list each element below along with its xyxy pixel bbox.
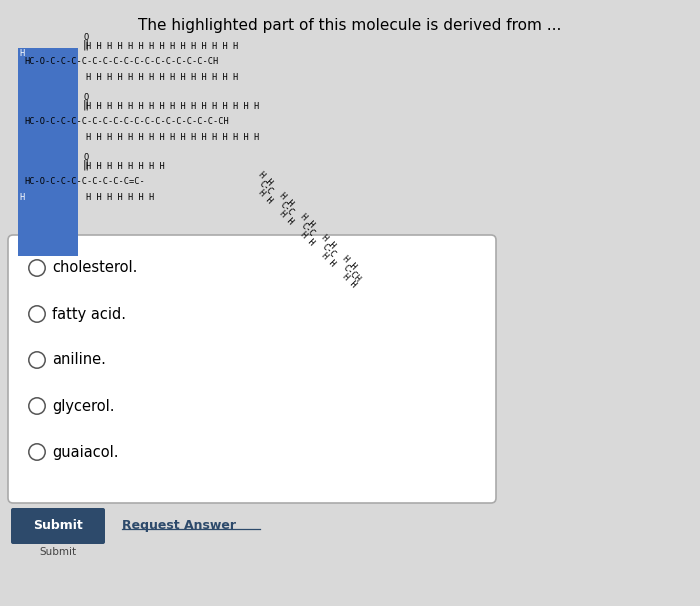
Text: HC-O-C-C-C-C-C-C-C-C-C-C-C-C-C-C-C-CH: HC-O-C-C-C-C-C-C-C-C-C-C-C-C-C-C-C-CH	[25, 58, 218, 67]
Text: H H: H H	[257, 170, 274, 187]
FancyBboxPatch shape	[11, 508, 105, 544]
Text: H H H H H H H H H H H H H H H H H: H H H H H H H H H H H H H H H H H	[86, 102, 259, 111]
Text: guaiacol.: guaiacol.	[52, 444, 118, 459]
FancyBboxPatch shape	[8, 235, 496, 503]
Text: H H: H H	[320, 251, 337, 268]
Text: C-C: C-C	[278, 200, 295, 218]
Text: H H H H H H H H: H H H H H H H H	[86, 162, 164, 171]
Text: Request Answer: Request Answer	[122, 519, 236, 532]
Text: The highlighted part of this molecule is derived from ...: The highlighted part of this molecule is…	[139, 18, 561, 33]
Text: C-CH: C-CH	[341, 263, 362, 284]
Text: ‖: ‖	[83, 159, 89, 170]
Text: H H: H H	[341, 272, 358, 289]
Text: fatty acid.: fatty acid.	[52, 307, 126, 322]
Text: H H: H H	[278, 209, 295, 226]
Text: cholesterol.: cholesterol.	[52, 261, 137, 276]
Text: ‖: ‖	[83, 99, 89, 110]
Text: O: O	[84, 153, 90, 162]
Text: H H: H H	[320, 233, 337, 250]
Text: H H: H H	[299, 212, 316, 229]
Text: H: H	[19, 193, 24, 202]
Text: O: O	[84, 33, 90, 42]
Text: H H: H H	[299, 230, 316, 247]
Text: HC-O-C-C-C-C-C-C-C-C-C-C-C-C-C-C-C-C-CH: HC-O-C-C-C-C-C-C-C-C-C-C-C-C-C-C-C-C-CH	[25, 118, 230, 127]
Text: O: O	[84, 93, 90, 102]
Text: HC-O-C-C-C-C-C-C-C-C=C-: HC-O-C-C-C-C-C-C-C-C=C-	[25, 178, 146, 187]
Text: C-C: C-C	[299, 221, 316, 238]
Text: H H: H H	[257, 188, 274, 205]
Text: H H: H H	[278, 191, 295, 208]
Text: C-C: C-C	[320, 242, 337, 259]
Text: glycerol.: glycerol.	[52, 399, 115, 413]
Text: H H H H H H H H H H H H H H H: H H H H H H H H H H H H H H H	[86, 42, 238, 51]
Text: H H H H H H H H H H H H H H H H H: H H H H H H H H H H H H H H H H H	[86, 133, 259, 141]
Text: ‖: ‖	[83, 39, 89, 50]
Text: Submit: Submit	[33, 519, 83, 532]
Text: aniline.: aniline.	[52, 353, 106, 367]
Text: H H: H H	[341, 254, 358, 271]
FancyBboxPatch shape	[18, 48, 78, 256]
Text: H: H	[19, 50, 24, 59]
Text: C-C: C-C	[257, 179, 274, 196]
Text: Submit: Submit	[39, 547, 76, 557]
Text: H H H H H H H: H H H H H H H	[86, 193, 154, 202]
Text: H H H H H H H H H H H H H H H: H H H H H H H H H H H H H H H	[86, 73, 238, 81]
